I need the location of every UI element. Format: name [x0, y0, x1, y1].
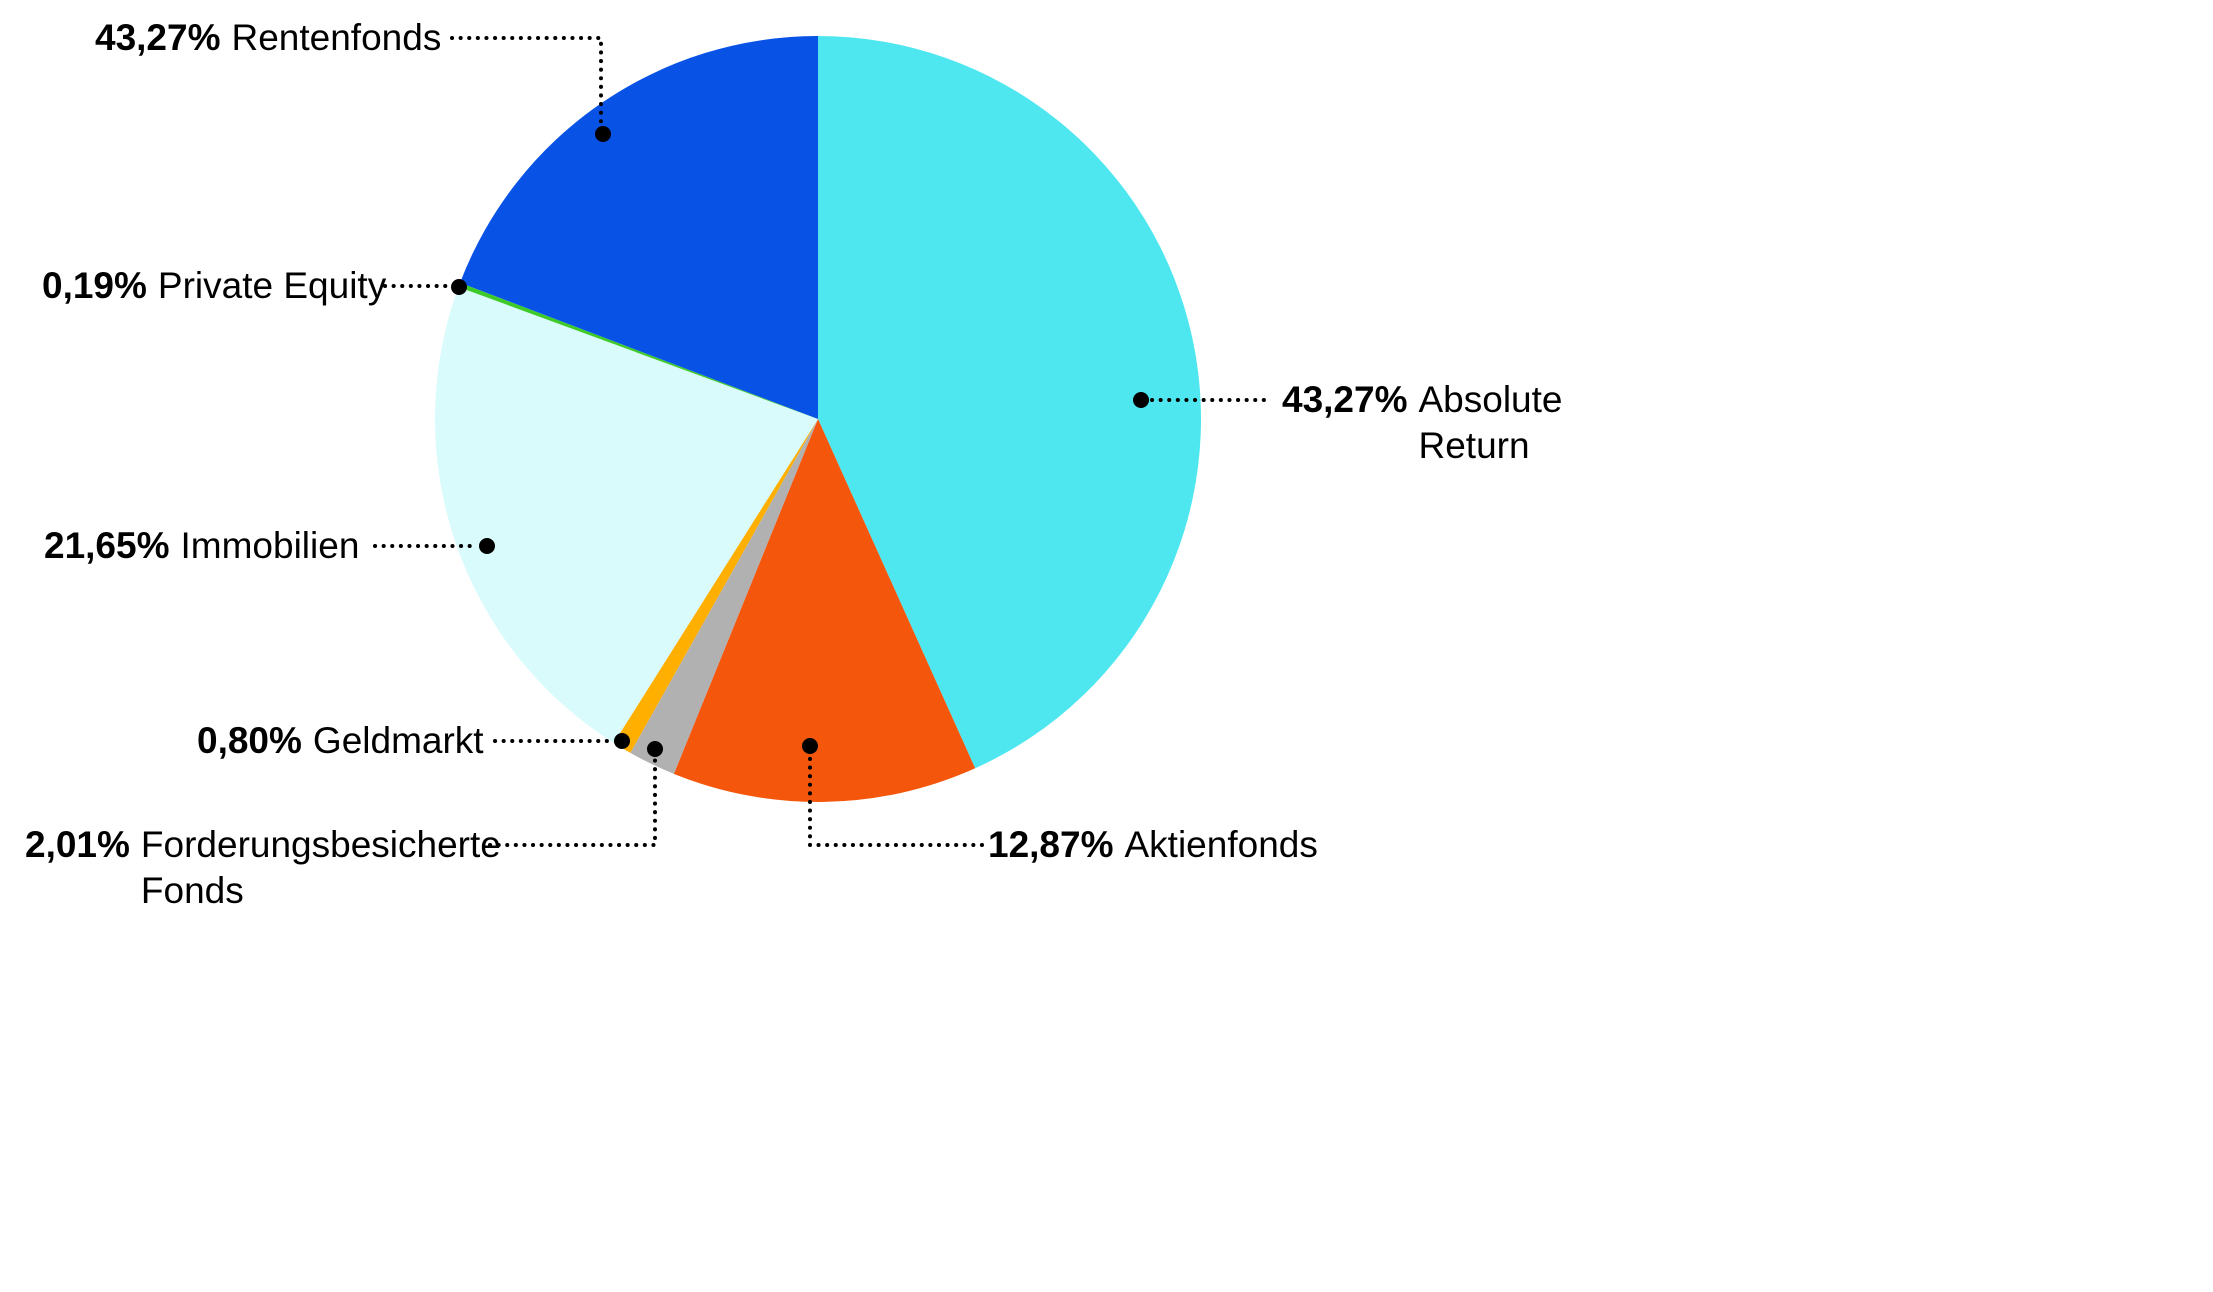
- leader-dot-immobilien: [479, 538, 495, 554]
- pie-slice-aktienfonds: [673, 419, 976, 803]
- pie-slice-rentenfonds: [460, 36, 818, 419]
- label-forderungsbesicherte-fonds-percent: 2,01%: [25, 824, 130, 865]
- label-forderungsbesicherte-fonds-name: Forderungsbesicherte Fonds: [140, 824, 501, 911]
- leader-aktienfonds: [808, 754, 984, 847]
- label-immobilien: 21,65% Immobilien: [44, 523, 359, 569]
- label-rentenfonds-percent: 43,27%: [95, 17, 221, 58]
- leader-dot-aktienfonds: [802, 738, 818, 754]
- label-geldmarkt: 0,80% Geldmarkt: [197, 718, 484, 764]
- label-immobilien-percent: 21,65%: [44, 525, 170, 566]
- pie: [434, 36, 1202, 803]
- label-forderungsbesicherte-fonds: 2,01% Forderungsbesicherte Fonds: [25, 822, 541, 914]
- label-geldmarkt-percent: 0,80%: [197, 720, 302, 761]
- leader-dot-private-equity: [451, 279, 467, 295]
- leader-dot-rentenfonds: [595, 126, 611, 142]
- label-rentenfonds: 43,27% Rentenfonds: [95, 15, 441, 61]
- label-aktienfonds: 12,87% Aktienfonds: [988, 822, 1318, 868]
- label-absolute-return: 43,27% Absolute Return: [1282, 377, 1599, 469]
- label-absolute-return-name: Absolute Return: [1418, 379, 1563, 466]
- pie-slice-private-equity: [458, 282, 818, 419]
- label-rentenfonds-name: Rentenfonds: [231, 17, 442, 58]
- label-private-equity-name: Private Equity: [157, 265, 387, 306]
- pie-slice-geldmarkt: [613, 419, 818, 753]
- label-absolute-return-percent: 43,27%: [1282, 379, 1408, 420]
- leader-dot-forderungsbesicherte: [647, 741, 663, 757]
- leader-lines: [373, 36, 1272, 847]
- leader-dot-geldmarkt: [614, 733, 630, 749]
- label-aktienfonds-percent: 12,87%: [988, 824, 1114, 865]
- leader-forderungsbesicherte: [488, 757, 657, 847]
- pie-slice-forderungsbesicherte-fonds: [630, 419, 818, 774]
- leader-dot-absolute-return: [1133, 392, 1149, 408]
- leader-dots: [451, 126, 1149, 757]
- label-private-equity: 0,19% Private Equity: [42, 263, 386, 309]
- pie-slice-absolute-return: [818, 36, 1202, 769]
- label-immobilien-name: Immobilien: [180, 525, 360, 566]
- label-geldmarkt-name: Geldmarkt: [312, 720, 484, 761]
- leader-rentenfonds: [450, 36, 603, 128]
- pie-slice-immobilien: [434, 287, 818, 744]
- label-aktienfonds-name: Aktienfonds: [1124, 824, 1318, 865]
- label-private-equity-percent: 0,19%: [42, 265, 147, 306]
